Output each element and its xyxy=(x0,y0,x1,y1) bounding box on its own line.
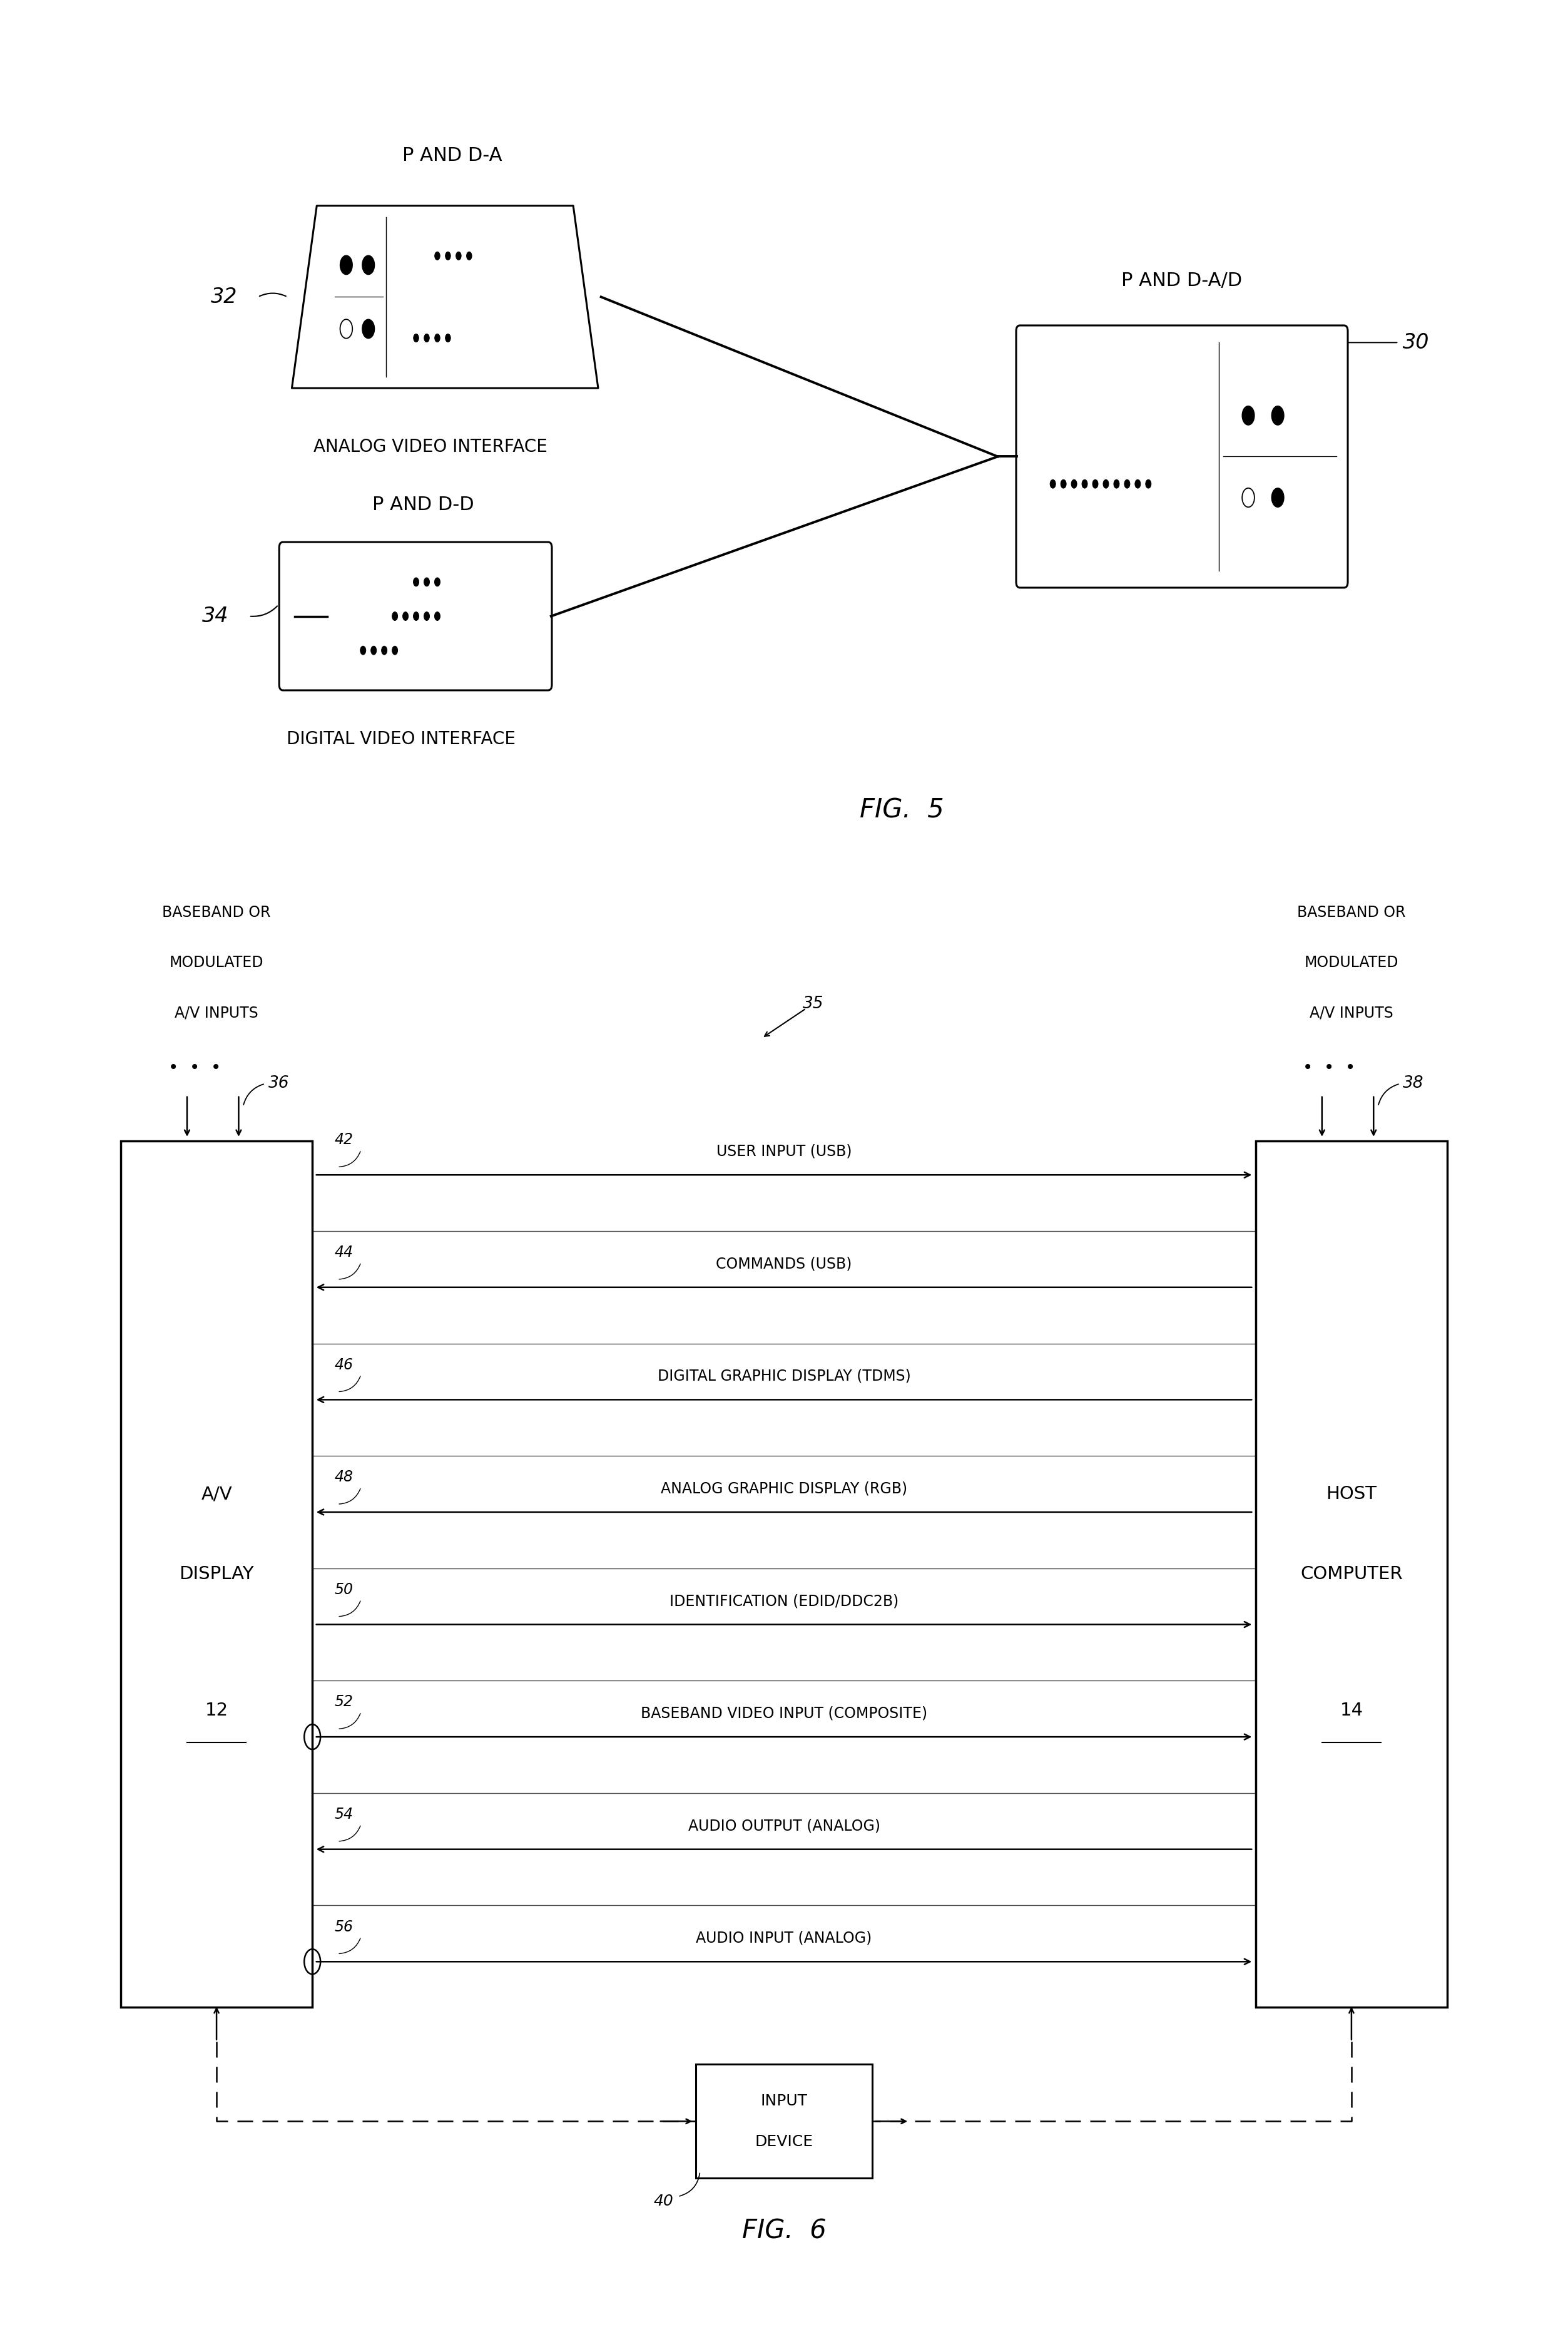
Circle shape xyxy=(1093,479,1098,489)
Circle shape xyxy=(434,333,441,342)
Circle shape xyxy=(381,647,387,654)
Text: HOST: HOST xyxy=(1327,1485,1377,1503)
Text: COMMANDS (USB): COMMANDS (USB) xyxy=(717,1257,851,1271)
Circle shape xyxy=(456,251,461,261)
Text: 56: 56 xyxy=(334,1920,353,1934)
Text: •  •  •: • • • xyxy=(168,1059,221,1077)
Circle shape xyxy=(1071,479,1077,489)
Text: 38: 38 xyxy=(1403,1075,1424,1091)
Text: FIG.  5: FIG. 5 xyxy=(859,796,944,824)
Text: DIGITAL VIDEO INTERFACE: DIGITAL VIDEO INTERFACE xyxy=(287,731,516,747)
Text: INPUT: INPUT xyxy=(760,2094,808,2108)
Bar xyxy=(121,1140,312,2008)
Text: IDENTIFICATION (EDID/DDC2B): IDENTIFICATION (EDID/DDC2B) xyxy=(670,1594,898,1608)
Circle shape xyxy=(392,612,398,621)
Text: DIGITAL GRAPHIC DISPLAY (TDMS): DIGITAL GRAPHIC DISPLAY (TDMS) xyxy=(657,1368,911,1385)
Circle shape xyxy=(445,251,450,261)
Circle shape xyxy=(1135,479,1140,489)
Text: A/V INPUTS: A/V INPUTS xyxy=(1309,1005,1394,1022)
Text: DEVICE: DEVICE xyxy=(754,2134,814,2150)
Text: P AND D-A/D: P AND D-A/D xyxy=(1121,272,1242,291)
Text: 32: 32 xyxy=(210,286,237,307)
Text: P AND D-A: P AND D-A xyxy=(403,147,502,165)
Text: 14: 14 xyxy=(1339,1701,1363,1720)
Circle shape xyxy=(434,251,441,261)
Circle shape xyxy=(1146,479,1151,489)
Circle shape xyxy=(1124,479,1131,489)
Text: 30: 30 xyxy=(1403,333,1430,354)
Circle shape xyxy=(340,256,353,275)
Circle shape xyxy=(1104,479,1109,489)
Text: MODULATED: MODULATED xyxy=(1305,956,1399,970)
Text: AUDIO OUTPUT (ANALOG): AUDIO OUTPUT (ANALOG) xyxy=(688,1817,880,1834)
Text: 12: 12 xyxy=(205,1701,229,1720)
Circle shape xyxy=(362,319,375,337)
Circle shape xyxy=(467,251,472,261)
Text: BASEBAND OR: BASEBAND OR xyxy=(1297,905,1406,919)
Circle shape xyxy=(414,333,419,342)
Text: 35: 35 xyxy=(803,996,823,1012)
Circle shape xyxy=(1060,479,1066,489)
Circle shape xyxy=(414,577,419,586)
Text: 50: 50 xyxy=(334,1582,353,1596)
Circle shape xyxy=(434,612,441,621)
Circle shape xyxy=(1242,405,1254,426)
Text: 46: 46 xyxy=(334,1357,353,1373)
Text: AUDIO INPUT (ANALOG): AUDIO INPUT (ANALOG) xyxy=(696,1931,872,1945)
Text: •  •  •: • • • xyxy=(1303,1059,1356,1077)
Circle shape xyxy=(1082,479,1088,489)
Text: BASEBAND OR: BASEBAND OR xyxy=(162,905,271,919)
Text: ANALOG GRAPHIC DISPLAY (RGB): ANALOG GRAPHIC DISPLAY (RGB) xyxy=(660,1480,908,1496)
Text: ANALOG VIDEO INTERFACE: ANALOG VIDEO INTERFACE xyxy=(314,437,547,456)
Text: 36: 36 xyxy=(268,1075,289,1091)
Text: DISPLAY: DISPLAY xyxy=(179,1566,254,1582)
Text: A/V INPUTS: A/V INPUTS xyxy=(174,1005,259,1022)
Text: USER INPUT (USB): USER INPUT (USB) xyxy=(717,1145,851,1159)
Circle shape xyxy=(362,256,375,275)
Text: 54: 54 xyxy=(334,1806,353,1822)
Text: A/V: A/V xyxy=(201,1485,232,1503)
Text: BASEBAND VIDEO INPUT (COMPOSITE): BASEBAND VIDEO INPUT (COMPOSITE) xyxy=(641,1706,927,1722)
Circle shape xyxy=(1272,405,1284,426)
Circle shape xyxy=(434,577,441,586)
Circle shape xyxy=(423,333,430,342)
Text: 40: 40 xyxy=(654,2194,674,2208)
Text: COMPUTER: COMPUTER xyxy=(1300,1566,1403,1582)
Text: 48: 48 xyxy=(334,1471,353,1485)
Text: 44: 44 xyxy=(334,1245,353,1259)
Circle shape xyxy=(392,647,398,654)
Circle shape xyxy=(361,647,365,654)
Circle shape xyxy=(1272,489,1284,507)
Text: 42: 42 xyxy=(334,1133,353,1147)
Circle shape xyxy=(414,612,419,621)
Bar xyxy=(696,2064,872,2178)
Circle shape xyxy=(423,577,430,586)
Text: MODULATED: MODULATED xyxy=(169,956,263,970)
Text: P AND D-D: P AND D-D xyxy=(372,496,474,514)
Text: 52: 52 xyxy=(334,1694,353,1710)
Circle shape xyxy=(1051,479,1055,489)
Circle shape xyxy=(403,612,408,621)
Circle shape xyxy=(372,647,376,654)
Circle shape xyxy=(445,333,450,342)
Bar xyxy=(1256,1140,1447,2008)
Circle shape xyxy=(1113,479,1120,489)
Text: 34: 34 xyxy=(202,605,229,626)
Text: FIG.  6: FIG. 6 xyxy=(742,2218,826,2243)
Circle shape xyxy=(423,612,430,621)
